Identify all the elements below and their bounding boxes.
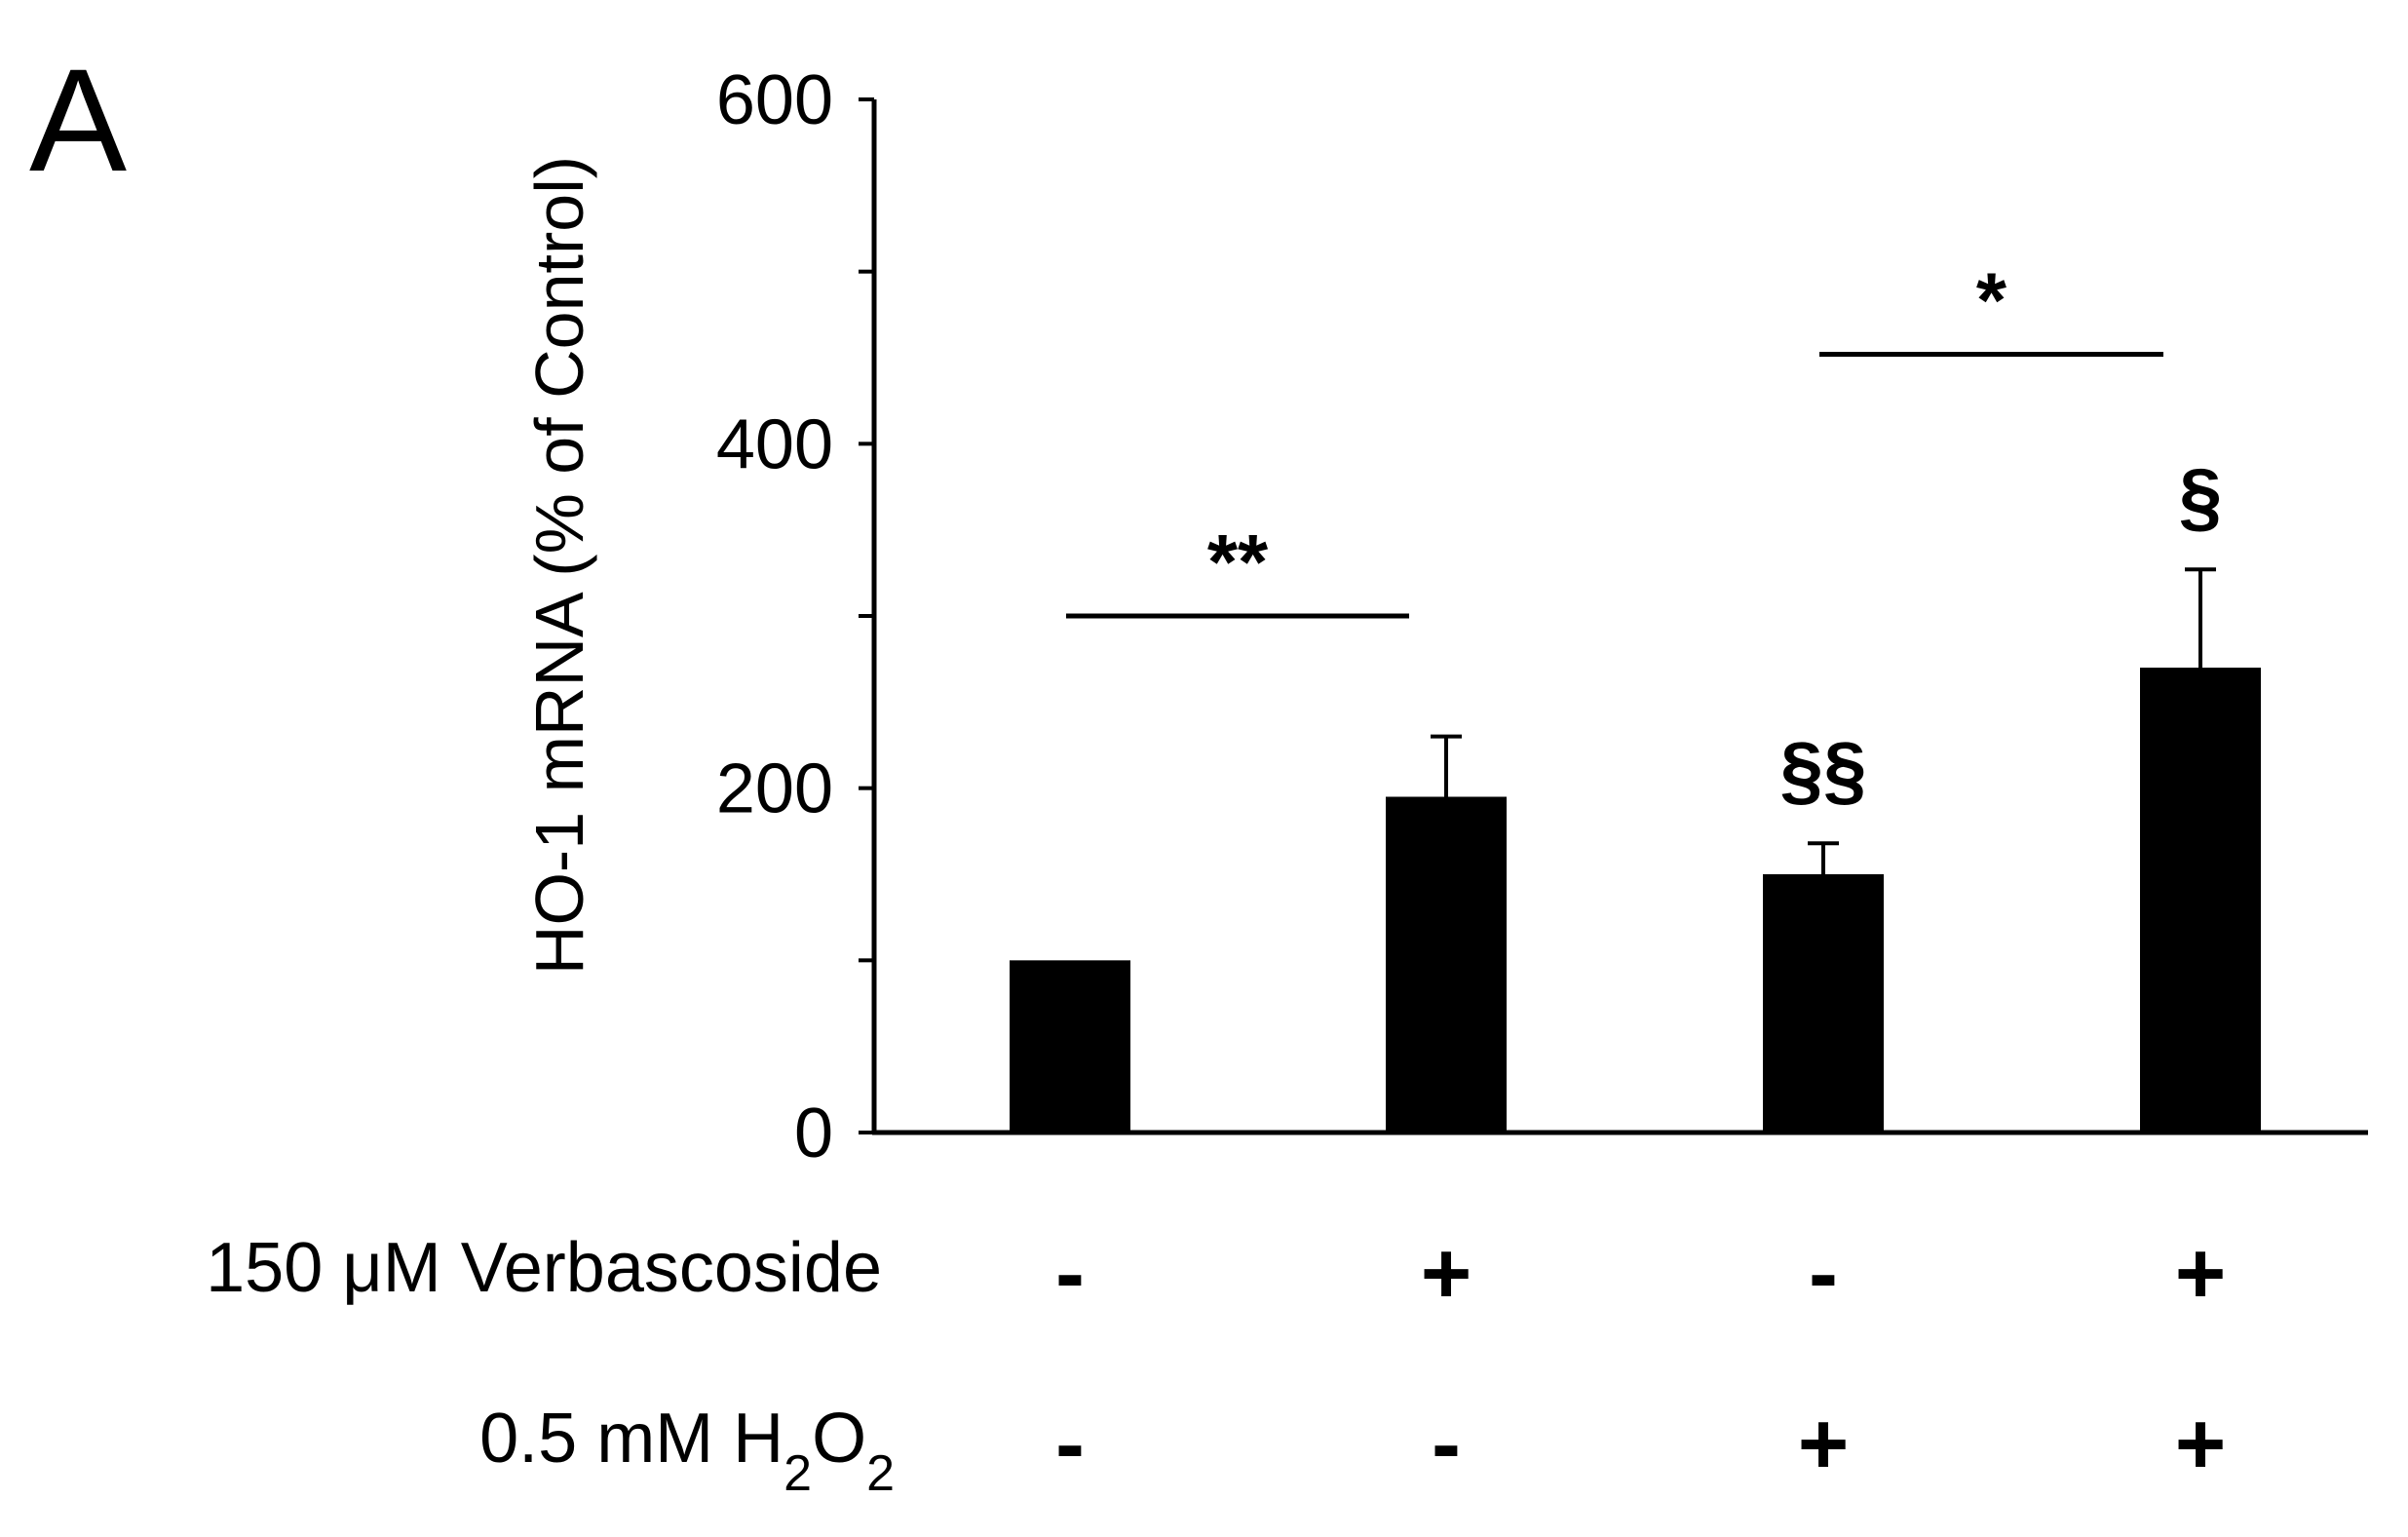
bar: [1763, 874, 1884, 1133]
condition-label: 0.5 mM H2O2: [479, 1400, 895, 1502]
y-tick-label: 0: [794, 1095, 833, 1172]
bar: [1010, 960, 1130, 1133]
comparison-label: *: [1976, 256, 2007, 343]
minus-sign: -: [1432, 1396, 1461, 1493]
panel-letter: A: [29, 38, 127, 202]
minus-sign: -: [1055, 1225, 1085, 1323]
y-axis-title: HO-1 mRNA (% of Control): [521, 156, 597, 975]
plus-sign: +: [2175, 1396, 2227, 1493]
minus-sign: -: [1055, 1396, 1085, 1493]
y-tick-label: 200: [716, 750, 833, 828]
plus-sign: +: [1798, 1396, 1850, 1493]
condition-label: 150 μM Verbascoside: [206, 1229, 882, 1307]
comparison-label: **: [1207, 519, 1269, 605]
bar: [1386, 796, 1507, 1133]
bar: [2140, 668, 2261, 1133]
plus-sign: +: [1421, 1225, 1472, 1323]
minus-sign: -: [1809, 1225, 1838, 1323]
significance-label: §§: [1780, 726, 1867, 813]
significance-label: §: [2179, 452, 2223, 539]
y-tick-label: 400: [716, 405, 833, 483]
y-tick-label: 600: [716, 61, 833, 139]
plus-sign: +: [2175, 1225, 2227, 1323]
